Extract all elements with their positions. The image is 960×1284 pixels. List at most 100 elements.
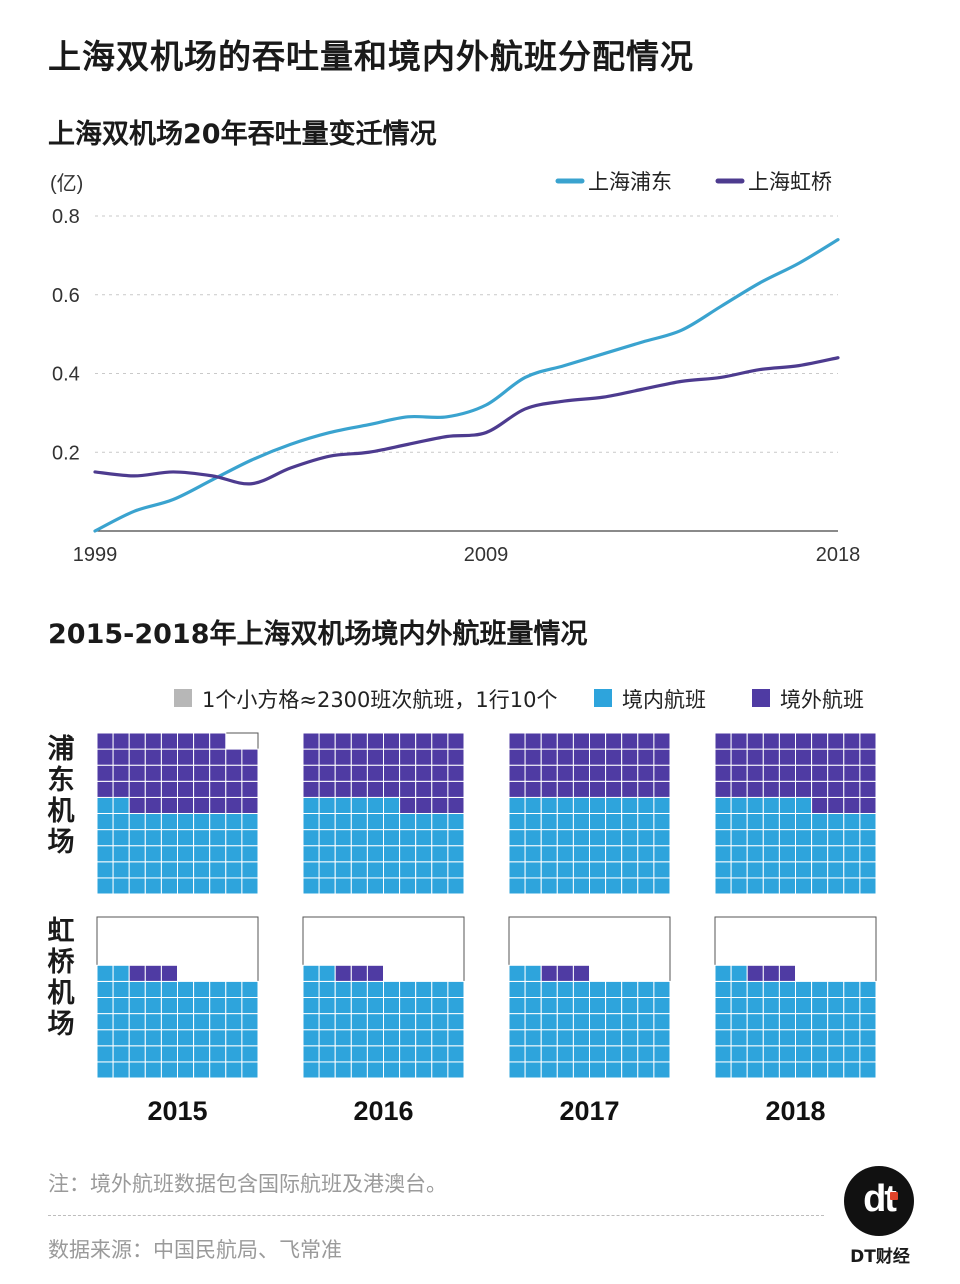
domestic-cell: [431, 980, 449, 999]
domestic-cell: [778, 829, 797, 847]
year-label: 2016: [353, 1096, 413, 1126]
international-cell: [730, 764, 748, 782]
domestic-cell: [762, 1013, 780, 1031]
international-cell: [96, 748, 114, 766]
domestic-cell: [605, 796, 623, 815]
domestic-cell: [112, 1061, 130, 1079]
domestic-cell: [730, 813, 748, 831]
domestic-cell: [524, 1029, 542, 1047]
domestic-cell: [795, 1013, 813, 1031]
domestic-cell: [128, 813, 146, 831]
domestic-cell: [366, 980, 384, 999]
domestic-cell: [572, 813, 591, 831]
waffle-grid: [714, 732, 877, 895]
international-cell: [762, 964, 780, 982]
domestic-cell: [241, 861, 259, 879]
domestic-cell: [366, 1013, 384, 1031]
domestic-cell: [383, 796, 401, 815]
international-cell: [556, 964, 574, 982]
domestic-cell: [730, 1061, 748, 1079]
international-cell: [605, 780, 623, 798]
domestic-cell: [605, 813, 623, 831]
page-title: 上海双机场的吞吐量和境内外航班分配情况: [48, 37, 694, 76]
domestic-cell: [96, 829, 114, 847]
domestic-cell: [144, 1013, 162, 1031]
domestic-cell: [193, 845, 211, 863]
domestic-cell: [383, 877, 401, 895]
international-cell: [350, 732, 368, 750]
international-cell: [572, 780, 591, 798]
international-cell: [177, 732, 195, 750]
domestic-cell: [112, 964, 130, 982]
domestic-cell: [589, 829, 607, 847]
domestic-cell: [859, 1029, 877, 1047]
domestic-cell: [160, 997, 178, 1015]
domestic-cell: [556, 980, 574, 999]
international-cell: [302, 764, 320, 782]
international-cell: [431, 796, 449, 815]
international-cell: [540, 732, 558, 750]
domestic-cell: [811, 861, 829, 879]
domestic-cell: [318, 861, 336, 879]
international-cell: [524, 748, 542, 766]
domestic-cell: [366, 1029, 384, 1047]
domestic-cell: [540, 1061, 558, 1079]
domestic-cell: [193, 997, 211, 1015]
domestic-cell: [302, 829, 320, 847]
international-cell: [302, 748, 320, 766]
domestic-cell: [859, 980, 877, 999]
domestic-cell: [540, 796, 558, 815]
waffle-chart-title: 2015-2018年上海双机场境内外航班量情况: [48, 619, 588, 650]
international-cell: [112, 732, 130, 750]
international-cell: [193, 732, 211, 750]
domestic-cell: [160, 877, 178, 895]
domestic-cell: [193, 1061, 211, 1079]
domestic-cell: [334, 796, 352, 815]
domestic-cell: [811, 997, 829, 1015]
domestic-cell: [730, 980, 748, 999]
domestic-cell: [556, 813, 574, 831]
domestic-cell: [556, 861, 574, 879]
international-cell: [241, 748, 259, 766]
waffle-grid: [96, 732, 259, 895]
international-cell: [177, 780, 195, 798]
domestic-cell: [714, 796, 732, 815]
domestic-cell: [318, 1061, 336, 1079]
domestic-cell: [160, 1029, 178, 1047]
international-cell: [605, 732, 623, 750]
domestic-cell: [827, 829, 845, 847]
domestic-cell: [795, 980, 813, 999]
international-cell: [556, 764, 574, 782]
international-cell: [605, 748, 623, 766]
footnote: 注：境外航班数据包含国际航班及港澳台。: [48, 1172, 447, 1196]
domestic-cell: [778, 1061, 797, 1079]
domestic-cell: [524, 980, 542, 999]
international-cell: [350, 964, 368, 982]
domestic-cell: [209, 861, 227, 879]
domestic-cell: [366, 813, 384, 831]
domestic-cell: [112, 813, 130, 831]
domestic-cell: [350, 877, 368, 895]
legend-label-domestic: 境内航班: [622, 688, 706, 712]
legend-label: 上海浦东: [588, 170, 672, 194]
domestic-cell: [415, 877, 433, 895]
domestic-cell: [589, 1061, 607, 1079]
domestic-cell: [302, 997, 320, 1015]
domestic-cell: [318, 1029, 336, 1047]
x-tick-label: 2018: [816, 544, 861, 566]
domestic-cell: [508, 1061, 526, 1079]
domestic-cell: [209, 1029, 227, 1047]
domestic-cell: [415, 829, 433, 847]
domestic-cell: [540, 861, 558, 879]
international-cell: [827, 764, 845, 782]
domestic-cell: [524, 1013, 542, 1031]
domestic-cell: [653, 1045, 671, 1063]
international-cell: [540, 964, 558, 982]
domestic-cell: [605, 980, 623, 999]
domestic-cell: [431, 1045, 449, 1063]
domestic-cell: [843, 1045, 861, 1063]
domestic-cell: [540, 1029, 558, 1047]
international-cell: [778, 748, 797, 766]
domestic-cell: [128, 1061, 146, 1079]
domestic-cell: [241, 1013, 259, 1031]
